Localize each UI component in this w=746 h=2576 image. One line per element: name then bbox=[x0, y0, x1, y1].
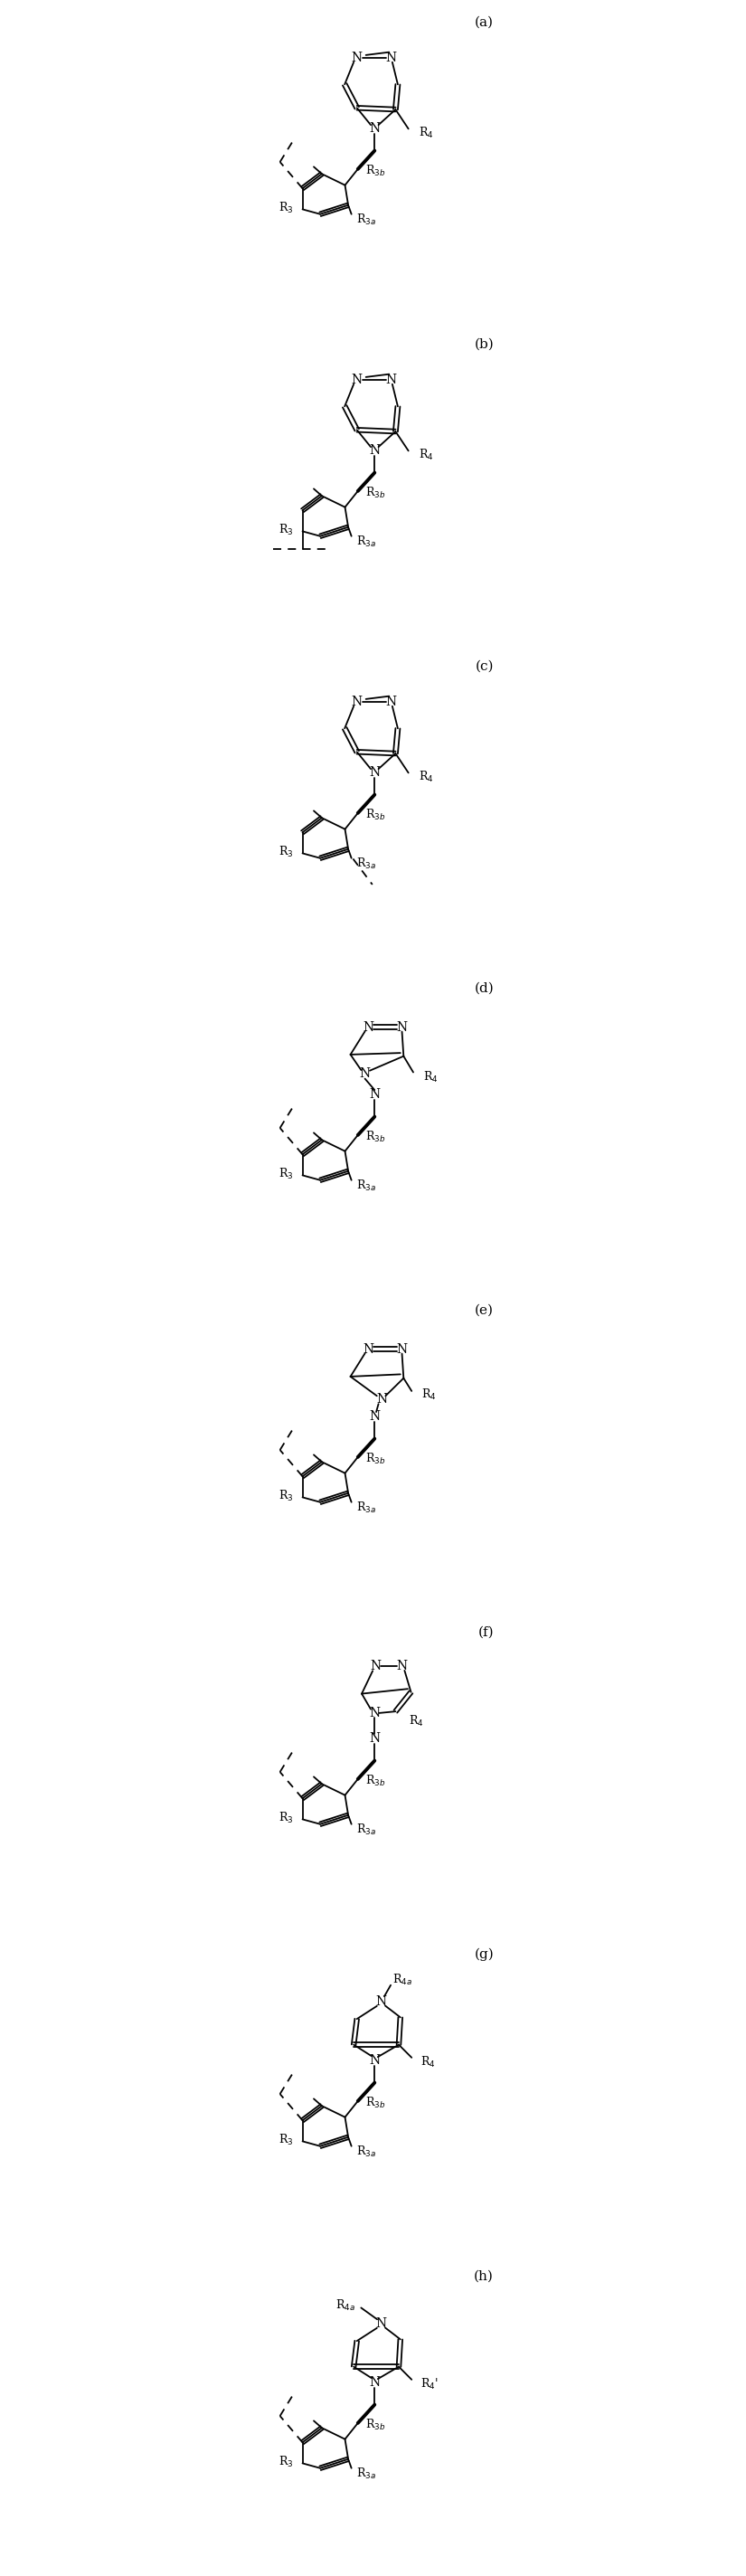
Text: R$_{4a}$: R$_{4a}$ bbox=[392, 1973, 412, 1989]
Text: R$_{3b}$: R$_{3b}$ bbox=[365, 806, 385, 822]
Text: N: N bbox=[369, 446, 380, 456]
Text: R$_4$: R$_4$ bbox=[421, 2056, 436, 2069]
Text: (d): (d) bbox=[474, 981, 494, 994]
Text: (h): (h) bbox=[474, 2269, 494, 2282]
Text: R$_{3b}$: R$_{3b}$ bbox=[365, 1772, 385, 1788]
Text: R$_{3b}$: R$_{3b}$ bbox=[365, 1450, 385, 1466]
Text: R$_4$': R$_4$' bbox=[421, 2378, 439, 2391]
Text: N: N bbox=[396, 1342, 407, 1355]
Text: N: N bbox=[369, 1734, 380, 1744]
Text: N: N bbox=[375, 1994, 386, 2007]
Text: N: N bbox=[396, 1659, 407, 1672]
Text: N: N bbox=[369, 1090, 380, 1100]
Text: N: N bbox=[370, 1659, 380, 1672]
Text: N: N bbox=[385, 52, 396, 64]
Text: N: N bbox=[385, 374, 396, 386]
Text: (b): (b) bbox=[474, 337, 494, 350]
Text: R$_{3a}$: R$_{3a}$ bbox=[357, 211, 376, 227]
Text: R$_3$: R$_3$ bbox=[279, 201, 293, 214]
Text: N: N bbox=[363, 1020, 374, 1033]
Text: N: N bbox=[376, 1394, 387, 1406]
Text: N: N bbox=[369, 124, 380, 134]
Text: R$_3$: R$_3$ bbox=[279, 1167, 293, 1180]
Text: N: N bbox=[396, 1020, 407, 1033]
Text: R$_{3b}$: R$_{3b}$ bbox=[365, 484, 385, 500]
Text: N: N bbox=[360, 1066, 371, 1079]
Text: N: N bbox=[363, 1342, 374, 1355]
Text: R$_{3a}$: R$_{3a}$ bbox=[357, 2465, 376, 2481]
Text: R$_4$: R$_4$ bbox=[421, 1386, 436, 1401]
Text: R$_{3a}$: R$_{3a}$ bbox=[357, 2143, 376, 2159]
Text: N: N bbox=[351, 696, 363, 708]
Text: N: N bbox=[369, 768, 380, 778]
Text: R$_{3a}$: R$_{3a}$ bbox=[357, 533, 376, 549]
Text: R$_3$: R$_3$ bbox=[279, 2133, 293, 2146]
Text: N: N bbox=[369, 1708, 380, 1718]
Text: N: N bbox=[375, 2316, 386, 2329]
Text: R$_3$: R$_3$ bbox=[279, 1489, 293, 1502]
Text: (c): (c) bbox=[475, 659, 494, 672]
Text: R$_{3a}$: R$_{3a}$ bbox=[357, 855, 376, 871]
Text: R$_{3a}$: R$_{3a}$ bbox=[357, 1499, 376, 1515]
Text: N: N bbox=[385, 696, 396, 708]
Text: R$_4$: R$_4$ bbox=[419, 770, 433, 783]
Text: N: N bbox=[369, 2378, 380, 2388]
Text: N: N bbox=[351, 374, 363, 386]
Text: R$_3$: R$_3$ bbox=[279, 845, 293, 858]
Text: (a): (a) bbox=[474, 15, 494, 28]
Text: R$_3$: R$_3$ bbox=[279, 523, 293, 536]
Text: R$_{4a}$: R$_{4a}$ bbox=[336, 2298, 355, 2313]
Text: N: N bbox=[351, 52, 363, 64]
Text: R$_4$: R$_4$ bbox=[419, 126, 433, 139]
Text: R$_4$: R$_4$ bbox=[424, 1069, 439, 1084]
Text: (g): (g) bbox=[474, 1947, 494, 1960]
Text: (e): (e) bbox=[474, 1303, 494, 1316]
Text: R$_3$: R$_3$ bbox=[279, 1811, 293, 1824]
Text: R$_{3a}$: R$_{3a}$ bbox=[357, 1177, 376, 1193]
Text: R$_{3b}$: R$_{3b}$ bbox=[365, 162, 385, 178]
Text: R$_{3b}$: R$_{3b}$ bbox=[365, 2416, 385, 2432]
Text: R$_{3a}$: R$_{3a}$ bbox=[357, 1821, 376, 1837]
Text: R$_3$: R$_3$ bbox=[279, 2455, 293, 2468]
Text: R$_{3b}$: R$_{3b}$ bbox=[365, 2094, 385, 2110]
Text: R$_4$: R$_4$ bbox=[419, 448, 433, 461]
Text: (f): (f) bbox=[477, 1625, 494, 1638]
Text: N: N bbox=[369, 1412, 380, 1422]
Text: R$_4$: R$_4$ bbox=[408, 1713, 423, 1728]
Text: N: N bbox=[369, 2056, 380, 2066]
Text: R$_{3b}$: R$_{3b}$ bbox=[365, 1128, 385, 1144]
